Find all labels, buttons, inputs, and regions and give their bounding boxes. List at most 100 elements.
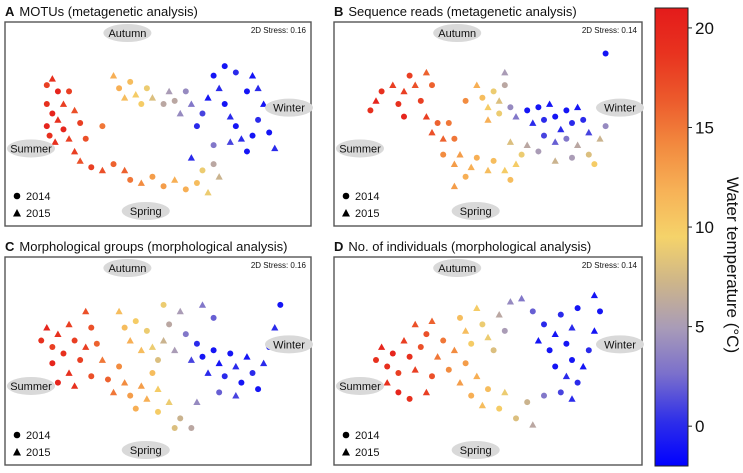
data-point-2014 xyxy=(182,331,189,338)
stress-label: 2D Stress: 0.14 xyxy=(582,26,638,35)
data-point-2014 xyxy=(557,389,564,396)
data-point-2014 xyxy=(110,161,117,168)
season-text: Winter xyxy=(273,339,305,351)
season-text: Summer xyxy=(339,381,381,393)
data-point-2015 xyxy=(71,382,79,389)
colorbar-bar xyxy=(654,7,689,467)
data-point-2015 xyxy=(187,154,195,161)
season-label-winter: Winter xyxy=(596,98,644,117)
data-point-2014 xyxy=(395,389,402,396)
data-point-2014 xyxy=(88,164,95,171)
data-point-2014 xyxy=(88,373,95,380)
data-point-2015 xyxy=(450,346,458,354)
data-point-2014 xyxy=(378,88,385,95)
data-point-2015 xyxy=(171,346,179,354)
data-point-2015 xyxy=(579,362,587,370)
data-point-2014 xyxy=(188,425,195,432)
data-point-2014 xyxy=(77,357,84,363)
data-point-2015 xyxy=(512,160,520,167)
panel-frame xyxy=(333,256,643,466)
data-point-2014 xyxy=(496,110,503,117)
data-point-2015 xyxy=(512,113,520,120)
panel-title-text: MOTUs (metagenetic analysis) xyxy=(19,4,197,19)
season-ellipse xyxy=(121,441,170,459)
data-point-2014 xyxy=(597,308,603,315)
data-point-2014 xyxy=(116,85,123,92)
data-point-2014 xyxy=(473,154,480,161)
data-point-2015 xyxy=(121,94,129,101)
data-point-2015 xyxy=(76,157,84,164)
season-text: Winter xyxy=(604,339,636,351)
data-point-2015 xyxy=(237,135,245,142)
data-point-2015 xyxy=(126,336,134,344)
data-point-2015 xyxy=(43,324,51,331)
data-point-2014 xyxy=(127,176,134,183)
data-point-2014 xyxy=(563,135,570,142)
data-point-2014 xyxy=(440,151,447,158)
data-point-2014 xyxy=(155,408,161,415)
data-point-2014 xyxy=(563,107,570,114)
data-point-2015 xyxy=(165,398,173,405)
colorbar-tick-label: 20 xyxy=(695,19,714,38)
data-point-2014 xyxy=(546,347,553,354)
data-point-2015 xyxy=(204,369,212,376)
data-point-2014 xyxy=(507,176,514,183)
data-point-2014 xyxy=(182,186,189,193)
data-point-2014 xyxy=(445,366,452,373)
data-point-2014 xyxy=(406,353,413,360)
data-point-2015 xyxy=(383,379,391,386)
data-point-2014 xyxy=(43,82,50,89)
data-point-2014 xyxy=(46,132,53,139)
data-point-2014 xyxy=(216,389,223,396)
data-point-2014 xyxy=(501,327,508,334)
stress-label: 2D Stress: 0.16 xyxy=(251,26,307,35)
data-point-2014 xyxy=(541,132,547,139)
season-ellipse xyxy=(7,376,55,395)
legend-circle-icon xyxy=(342,192,350,200)
data-point-2014 xyxy=(171,425,178,432)
season-label-autumn: Autumn xyxy=(433,259,482,277)
season-ellipse xyxy=(451,441,500,459)
data-point-2015 xyxy=(484,333,492,341)
data-point-2014 xyxy=(249,132,256,139)
data-point-2015 xyxy=(473,372,481,380)
data-point-2014 xyxy=(71,337,78,344)
season-label-autumn: Autumn xyxy=(433,24,482,42)
data-point-2015 xyxy=(372,97,380,104)
data-point-2014 xyxy=(210,347,217,354)
data-point-2015 xyxy=(71,147,79,155)
data-point-2015 xyxy=(590,327,598,334)
season-text: Autumn xyxy=(108,263,146,275)
data-point-2014 xyxy=(429,82,435,89)
data-point-2014 xyxy=(535,148,542,155)
legend-triangle-icon xyxy=(342,448,350,456)
data-point-2015 xyxy=(204,188,212,196)
season-text: Winter xyxy=(604,103,636,115)
data-point-2015 xyxy=(422,388,430,396)
legend-triangle-icon xyxy=(13,448,21,456)
panel-letter: B xyxy=(334,4,343,19)
year-legend: 2014 2015 xyxy=(342,430,379,459)
legend-2014-label: 2014 xyxy=(355,191,379,203)
data-point-2014 xyxy=(563,340,570,347)
data-point-2015 xyxy=(109,388,118,396)
season-label-summer: Summer xyxy=(336,376,384,395)
data-point-2014 xyxy=(54,379,61,386)
legend-2015-label: 2015 xyxy=(355,447,379,459)
data-point-2014 xyxy=(591,161,598,168)
season-label-spring: Spring xyxy=(451,441,500,459)
data-point-2015 xyxy=(226,113,234,120)
data-point-2015 xyxy=(557,125,565,133)
data-point-2014 xyxy=(255,116,262,123)
data-point-2014 xyxy=(574,305,581,312)
data-point-2014 xyxy=(177,415,184,422)
data-point-2015 xyxy=(143,395,151,402)
data-point-2014 xyxy=(580,116,587,123)
data-point-2015 xyxy=(478,401,486,409)
data-point-2015 xyxy=(82,343,90,350)
data-point-2014 xyxy=(518,151,525,158)
data-point-2014 xyxy=(417,97,424,104)
data-point-2014 xyxy=(199,167,206,174)
data-point-2015 xyxy=(428,317,436,324)
legend-triangle-icon xyxy=(342,209,350,217)
